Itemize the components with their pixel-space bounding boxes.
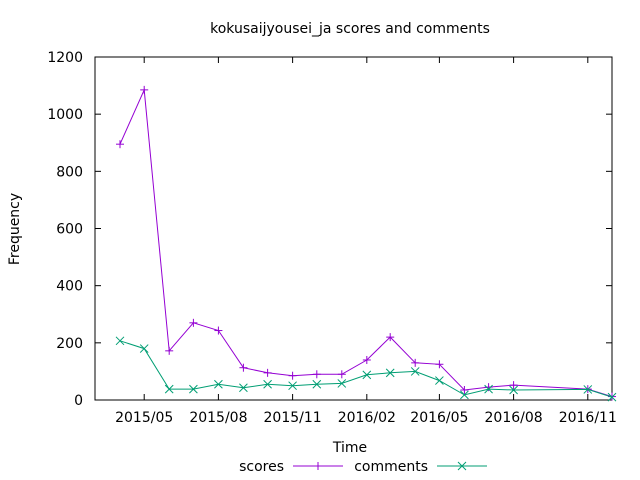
y-axis-label: Frequency	[7, 193, 23, 265]
data-point	[115, 336, 125, 346]
series-comments	[115, 336, 617, 402]
data-point	[460, 390, 469, 400]
plot-frame	[94, 56, 613, 401]
data-point	[435, 376, 444, 385]
data-point	[214, 326, 223, 335]
data-point	[116, 140, 125, 149]
y-tick-label: 800	[56, 164, 83, 180]
data-point	[607, 392, 617, 402]
data-point	[288, 381, 297, 391]
legend-marker	[314, 462, 322, 470]
data-point	[337, 370, 346, 379]
data-point	[460, 385, 469, 394]
y-tick-label: 600	[56, 222, 83, 238]
data-point	[411, 358, 420, 367]
data-point	[239, 383, 248, 393]
x-tick-label: 2015/05	[115, 410, 173, 426]
data-point	[337, 379, 347, 388]
y-tick-label: 1200	[47, 50, 83, 66]
series-line	[119, 87, 613, 398]
legend-item: comments	[354, 459, 487, 475]
data-point	[312, 370, 321, 379]
x-axis: 2015/05 2015/08 2015/11 2016/02 2016/05 2016/…	[115, 57, 617, 426]
data-point	[165, 346, 174, 355]
data-point	[509, 385, 518, 395]
legend-label: comments	[354, 459, 428, 475]
data-point	[189, 318, 198, 327]
x-tick-label: 2015/08	[189, 410, 247, 426]
data-point	[263, 379, 272, 389]
y-tick-label: 1000	[47, 107, 83, 123]
y-tick-label: 0	[74, 393, 83, 409]
data-point	[362, 355, 371, 364]
x-axis-label: Time	[332, 440, 367, 456]
legend-marker	[457, 461, 467, 471]
data-point	[239, 363, 248, 372]
data-point	[140, 85, 149, 94]
data-point	[288, 371, 297, 380]
y-axis: 0 200 400 600 800 1000 1200	[47, 50, 612, 409]
series-layer	[115, 85, 617, 402]
legend-item: scores	[239, 459, 343, 475]
data-point	[583, 385, 593, 394]
data-point	[139, 344, 149, 353]
y-tick-label: 400	[56, 279, 83, 295]
legend: scores comments	[239, 459, 487, 475]
x-tick-label: 2016/11	[559, 410, 617, 426]
data-point	[509, 381, 518, 390]
data-point	[164, 384, 174, 394]
x-tick-label: 2016/08	[485, 410, 543, 426]
data-point	[410, 367, 420, 376]
data-point	[385, 368, 395, 378]
data-point	[362, 370, 372, 380]
data-point	[189, 384, 198, 394]
data-point	[386, 333, 395, 342]
data-point	[312, 379, 322, 389]
legend-label: scores	[239, 459, 284, 475]
x-tick-label: 2016/05	[410, 410, 468, 426]
x-tick-label: 2015/11	[264, 410, 322, 426]
chart-title: kokusaijyousei_ja scores and comments	[210, 21, 490, 37]
data-point	[484, 384, 493, 394]
y-tick-label: 200	[56, 336, 83, 352]
data-point	[435, 360, 444, 369]
data-point	[263, 368, 272, 377]
series-scores	[116, 85, 616, 401]
data-point	[214, 379, 223, 389]
x-tick-label: 2016/02	[338, 410, 396, 426]
